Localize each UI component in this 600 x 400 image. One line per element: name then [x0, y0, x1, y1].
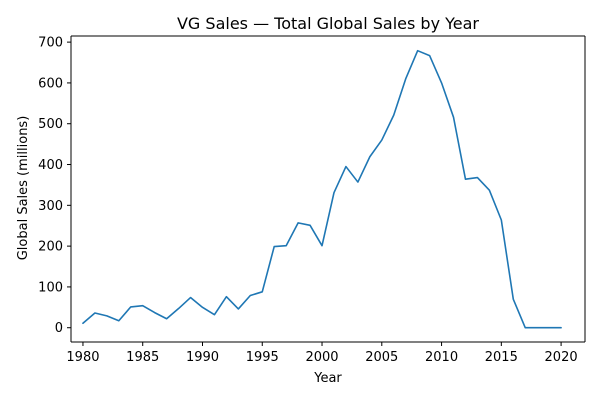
y-tick-label: 700	[38, 36, 63, 51]
y-tick-label: 400	[38, 158, 63, 173]
y-tick-label: 300	[38, 199, 63, 214]
x-tick-label: 1990	[186, 350, 219, 365]
x-axis-title: Year	[313, 371, 342, 386]
y-axis-title: Global Sales (millions)	[16, 116, 31, 261]
chart-title: VG Sales — Total Global Sales by Year	[177, 14, 479, 33]
y-tick-label: 200	[38, 240, 63, 255]
y-axis-ticks: 0 100 200 300 400 500 600 700	[38, 36, 71, 336]
plot-frame	[70, 35, 586, 343]
y-tick-label: 500	[38, 117, 63, 132]
x-tick-label: 1980	[66, 350, 99, 365]
series-group	[82, 49, 562, 329]
x-tick-label: 1995	[246, 350, 279, 365]
y-tick-label: 100	[38, 280, 63, 295]
y-tick-label: 600	[38, 76, 63, 91]
x-tick-label: 1985	[126, 350, 159, 365]
x-tick-label: 2000	[305, 350, 338, 365]
series-line	[82, 49, 562, 329]
x-axis-ticks: 1980 1985 1990 1995 2000 2005 2010 2015 2020	[66, 342, 578, 365]
x-tick-label: 2015	[485, 350, 518, 365]
x-tick-label: 2010	[425, 350, 458, 365]
x-tick-label: 2005	[365, 350, 398, 365]
x-tick-label: 2020	[545, 350, 578, 365]
y-tick-label: 0	[55, 321, 63, 336]
